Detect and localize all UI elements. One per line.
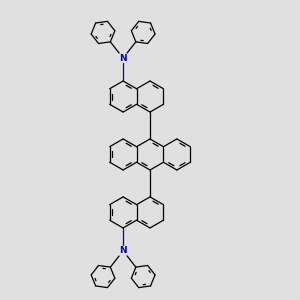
Text: N: N	[119, 246, 127, 255]
Text: N: N	[119, 54, 127, 63]
